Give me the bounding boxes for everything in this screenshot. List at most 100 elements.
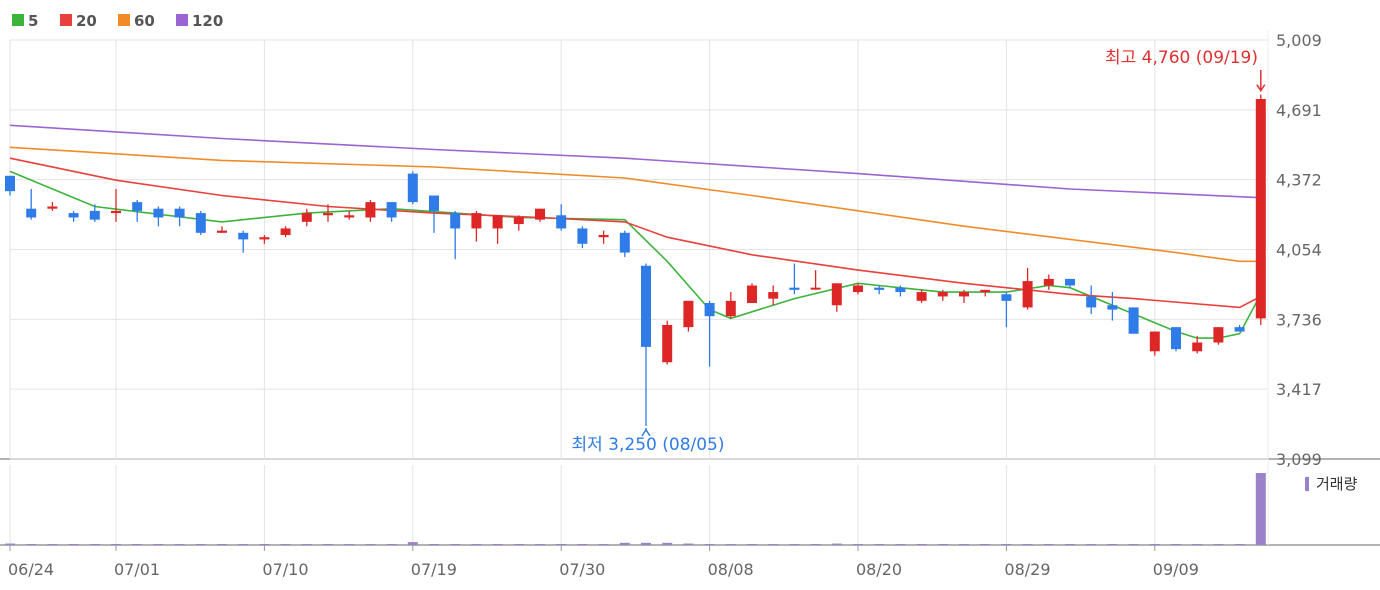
y-tick-label: 4,691 — [1276, 101, 1322, 120]
candle-body — [1234, 327, 1245, 332]
candle-body — [1192, 342, 1203, 352]
candle-body — [26, 208, 37, 218]
date-axis: 06/24 07/01 07/10 07/19 07/30 08/08 08/20 08/29… — [8, 545, 1199, 579]
candle-body — [810, 287, 821, 290]
volume-label: 거래량 — [1316, 475, 1358, 493]
volume-bar — [1149, 544, 1160, 545]
volume-bar — [301, 544, 312, 545]
y-tick-label: 4,372 — [1276, 171, 1322, 190]
candle-body — [344, 215, 355, 218]
candle-body — [535, 208, 545, 220]
y-tick-label: 3,417 — [1276, 380, 1322, 399]
legend-swatch — [60, 14, 72, 26]
candle-body — [47, 206, 58, 209]
annotations: 최고 4,760 (09/19) 최저 3,250 (08/05) — [571, 48, 1266, 455]
volume-bar — [577, 544, 588, 545]
candle-body — [937, 292, 948, 297]
candle-body — [5, 175, 15, 192]
candle-body — [1213, 327, 1224, 343]
volume-bar — [1065, 544, 1075, 545]
volume-bar — [959, 544, 969, 545]
volume-bar — [174, 544, 185, 545]
candle-body — [1086, 296, 1097, 308]
x-tick-label: 09/09 — [1153, 560, 1199, 579]
candle-body — [1149, 331, 1160, 352]
volume-bar — [704, 544, 715, 545]
volume-bar — [513, 544, 524, 545]
candle-body — [641, 265, 651, 347]
volume-bar — [450, 544, 461, 545]
volume-bar — [916, 544, 927, 545]
candle-body — [747, 285, 757, 304]
candle-body — [1255, 99, 1266, 319]
volume-legend-swatch — [1305, 477, 1309, 491]
candle-body — [1128, 307, 1139, 334]
volume-bar — [535, 544, 545, 545]
candle-body — [831, 283, 842, 306]
candle-body — [768, 292, 779, 299]
volume-bar — [26, 544, 37, 545]
y-tick-label: 4,054 — [1276, 241, 1322, 260]
volume-bar — [1043, 544, 1054, 545]
legend-swatch — [176, 14, 188, 26]
high-annotation: 최고 4,760 (09/19) — [1105, 48, 1258, 68]
price-axis: 5,009 4,691 4,372 4,054 3,736 3,417 3,099 — [1276, 31, 1322, 469]
ma-line-120 — [9, 124, 1261, 199]
candle-body — [68, 213, 79, 218]
candle-body — [429, 195, 439, 211]
candle-body — [895, 287, 906, 293]
volume-bar — [153, 544, 164, 545]
volume-bar — [937, 544, 948, 545]
volume-bar — [68, 544, 79, 545]
candle-body — [365, 202, 376, 218]
volume-bar — [747, 544, 757, 545]
volume-bar — [1171, 544, 1181, 545]
volume-bar — [259, 544, 270, 545]
volume-bar — [1192, 544, 1203, 545]
volume-bar — [789, 544, 800, 545]
volume-bar — [1022, 544, 1033, 545]
volume-bar — [323, 544, 333, 545]
candle-body — [386, 202, 397, 218]
x-tick-label: 07/30 — [559, 560, 605, 579]
candle-body — [619, 232, 630, 253]
y-tick-label: 3,736 — [1276, 310, 1322, 329]
volume-bar — [238, 544, 249, 545]
volume-bar — [407, 542, 418, 545]
candle-body — [1043, 278, 1054, 286]
volume-bar — [132, 544, 143, 545]
x-tick-label: 07/01 — [114, 560, 160, 579]
volume-bar — [895, 544, 906, 545]
y-tick-label: 3,099 — [1276, 450, 1322, 469]
x-tick-label: 08/29 — [1004, 560, 1050, 579]
volume-bar — [47, 544, 58, 545]
candle-body — [789, 287, 800, 290]
candle-body — [259, 237, 270, 240]
volume-bar — [89, 544, 100, 545]
candle-body — [1171, 327, 1181, 350]
candle-body — [683, 300, 694, 328]
candle-body — [174, 208, 185, 218]
volume-bar — [429, 544, 439, 545]
x-tick-label: 06/24 — [8, 560, 54, 579]
candle-body — [1001, 294, 1012, 301]
legend-label: 5 — [28, 12, 38, 30]
candle-body — [217, 230, 227, 233]
x-tick-label: 07/10 — [262, 560, 308, 579]
high-arrow-head — [1256, 84, 1266, 92]
volume-bar — [365, 544, 376, 545]
candle-body — [598, 235, 609, 238]
volume-bar — [1255, 473, 1266, 545]
candle-body — [280, 228, 291, 236]
x-tick-label: 08/08 — [708, 560, 754, 579]
legend-swatch — [12, 14, 24, 26]
volume-bar — [874, 544, 885, 545]
volume-bar — [1234, 544, 1245, 545]
legend: 5 20 60 120 — [12, 12, 223, 30]
volume-bar — [1001, 544, 1012, 545]
candle-body — [492, 215, 503, 229]
ma-line-5 — [9, 170, 1262, 339]
candle-body — [407, 173, 418, 203]
